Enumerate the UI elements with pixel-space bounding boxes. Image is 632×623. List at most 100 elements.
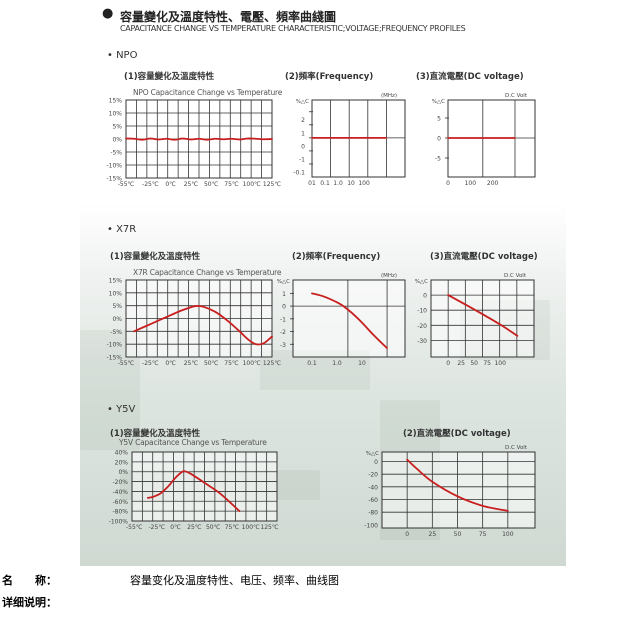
y-tick-label: -15% [106,355,122,362]
chart-title: X7R Capacitance Change vs Temperature [133,268,282,277]
x-tick-label: 100℃ [243,181,261,188]
x-tick-label: 01 [308,180,316,187]
y-axis-label: %△C [432,99,445,105]
x-tick-label: 25 [429,531,437,538]
y-tick-label: -5 [435,156,441,163]
x-tick-label: -25℃ [142,360,159,367]
y-tick-label: -60% [112,499,128,506]
heading-bullet: ● [102,6,114,21]
y-tick-label: -0.1 [293,169,305,176]
x-tick-label: -55℃ [118,360,135,367]
x-tick-label: 125℃ [260,524,278,531]
chart-header: (2)頻率(Frequency) [292,252,381,262]
x-tick-label: 100 [465,180,477,187]
y-tick-label: 0 [374,459,378,466]
y-tick-label: -3 [280,342,286,349]
chart-header: (1)容量變化及溫度特性 [124,72,215,82]
plot-frame [292,279,406,358]
x-tick-label: 125℃ [263,360,281,367]
x-tick-label: 10 [358,360,366,367]
chart-title: Y5V Capacitance Change vs Temperature [119,438,267,447]
y-tick-label: 0% [112,137,122,144]
y-axis-label: %△C [277,279,290,285]
y-tick-label: 0 [301,143,305,150]
y-tick-label: -10% [106,342,122,349]
x-tick-label: 1.0 [333,180,343,187]
x-tick-label: 0 [446,360,450,367]
x-tick-label: 75℃ [224,360,239,367]
x-tick-label: 50 [454,531,462,538]
x-tick-label: 100 [502,531,514,538]
x-tick-label: 0.1 [320,180,330,187]
x-axis-unit: D.C Volt [505,93,528,99]
section-npo: • NPO [107,50,138,61]
x-tick-label: 75 [483,360,491,367]
y-tick-label: -1 [280,316,286,323]
x-tick-label: 50℃ [204,181,219,188]
y-tick-label: 10% [109,290,123,297]
y-tick-label: -100% [109,519,129,526]
y-tick-label: -2 [280,329,286,336]
x-tick-label: -55℃ [118,181,135,188]
series-curve [447,294,519,337]
y-tick-label: -20% [112,479,128,486]
x-tick-label: 50℃ [204,360,219,367]
y-tick-label: -80% [112,509,128,516]
x-tick-label: 25 [457,360,465,367]
chart-y5v-6: 40% 20% 0% -20% -40% -60% -80% -100%-55℃ -25℃ 0℃ 2… [109,450,279,532]
x-tick-label: 25℃ [187,524,202,531]
y-tick-label: 0 [282,304,286,311]
y-tick-label: 40% [115,450,129,457]
x-axis-unit: (MHz) [381,273,397,279]
x-tick-label: 0.1 [307,360,317,367]
x-tick-label: 50 [470,360,478,367]
y-tick-label: 5% [112,124,122,131]
y-axis-label: %△C [366,451,379,457]
y-axis-label: %△C [296,99,309,105]
x-tick-label: 0 [446,180,450,187]
x-tick-label: 75℃ [225,524,240,531]
chart-npo-2: 5 0 -5 0 100 200 %△C D.C Volt [432,93,536,187]
y-tick-label: 5% [112,303,122,310]
series-curve [311,292,388,349]
y-tick-label: -10% [106,163,122,170]
chart-x7r-3: 15% 10% 5% 0% -5% -10% -15%-55℃ -25℃ 0℃ 25℃ 50℃ 75℃… [106,278,281,368]
chart-header: (2)直流電壓(DC voltage) [403,429,511,439]
y-tick-label: -15% [106,176,122,183]
y-tick-label: 15% [109,98,123,105]
y-tick-label: 1 [301,130,305,137]
y-tick-label: -20 [417,323,427,330]
y-tick-label: -10 [417,308,427,315]
x-tick-label: -25℃ [142,181,159,188]
y-tick-label: -1 [299,156,305,163]
x-axis-unit: D.C Volt [505,445,528,451]
series-curve [146,470,241,513]
section-y5v: • Y5V [107,404,136,415]
y-tick-label: 5 [437,116,441,123]
name-value: 容量变化及温度特性、电压、频率、曲线图 [130,574,339,587]
chart-y5v-7: 0 -20 -40 -60 -80 -100 0 25 50 75 100 %△C D.C Volt [364,445,536,538]
y-tick-label: 0 [437,136,441,143]
y-tick-label: -5% [110,329,122,336]
series-curve [406,458,509,512]
x-tick-label: 0℃ [170,524,181,531]
chart-npo-0: 15% 10% 5% 0% -5% -10% -15%-55℃ -25℃ 0℃ 25℃ 50℃ 75℃… [106,98,281,189]
x-tick-label: -55℃ [126,524,143,531]
x-tick-label: 100℃ [243,360,261,367]
y-tick-label: -30 [417,338,427,345]
y-tick-label: 0% [118,469,128,476]
section-x7r: • X7R [107,224,137,235]
y-tick-label: 15% [109,278,123,285]
x-tick-label: 0℃ [165,360,176,367]
x-tick-label: 0℃ [165,181,176,188]
x-tick-label: 100℃ [242,524,260,531]
page-title: 容量變化及溫度特性、電壓、頻率曲綫圖 [120,10,337,24]
x-tick-label: 200 [487,180,499,187]
y-tick-label: 2 [301,117,305,124]
y-tick-label: -100 [364,522,378,529]
chart-x7r-4: 10-1-2-30.1 1.0 10%△C(MHz) [277,273,406,367]
series-curve [133,304,273,346]
x-tick-label: 100 [494,360,506,367]
x-tick-label: 0 [405,531,409,538]
x-tick-label: 25℃ [184,360,199,367]
